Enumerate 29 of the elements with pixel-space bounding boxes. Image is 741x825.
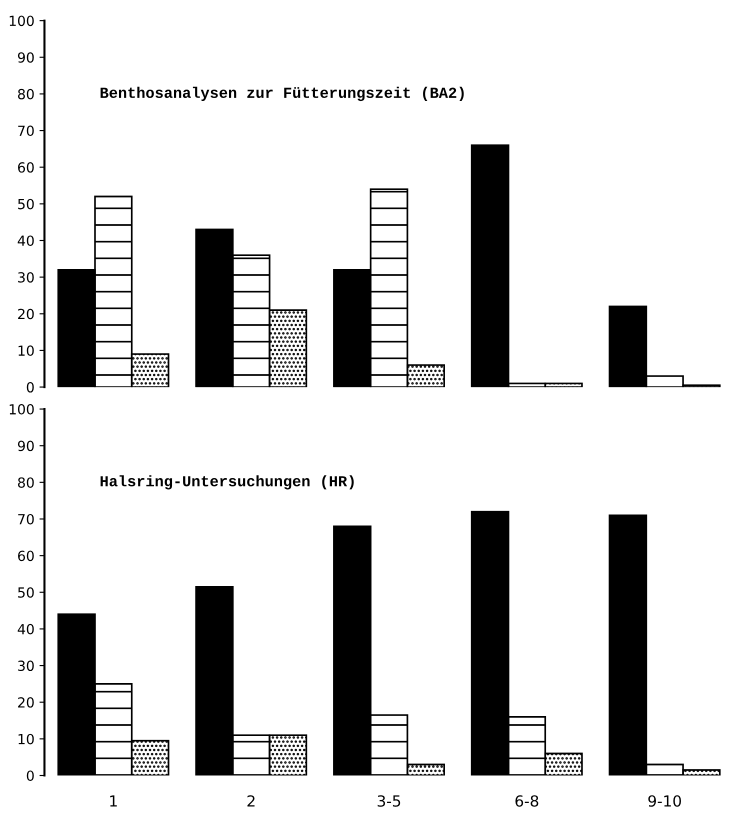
x-tick-label: 3-5 [378,795,400,807]
y-tick-label: 20 [18,697,34,708]
y-tick-label: 100 [10,404,34,415]
y-tick-label: 90 [18,440,34,452]
y-tick-label: 40 [18,624,34,634]
y-tick-label: 10 [18,345,34,356]
y-tick-label: 60 [18,162,34,173]
y-tick-label: 80 [18,477,34,488]
y-tick-label: 100 [10,16,34,26]
y-tick-label: 0 [26,382,34,393]
y-tick-label: 30 [18,272,34,283]
text: Halsring-Untersuchungen (HR) [100,475,354,490]
y-tick-label: 90 [18,52,34,63]
y-tick-label: 50 [18,198,34,210]
y-tick-label: 60 [18,550,34,562]
y-tick-label: 50 [18,587,34,598]
x-tick-label: 2 [247,795,255,807]
y-tick-label: 70 [18,126,34,136]
y-tick-label: 40 [18,235,34,246]
x-tick-label: 9-10 [648,795,681,807]
x-tick-label: 1 [110,795,117,807]
y-tick-label: 70 [18,514,34,524]
text: Benthosanalysen zur Fütterungszeit (BA2) [100,86,464,102]
y-tick-label: 0 [26,770,34,781]
x-tick-label: 6-8 [515,795,538,807]
y-tick-label: 30 [18,660,34,672]
y-tick-label: 10 [18,734,34,744]
y-tick-label: 80 [18,88,34,100]
y-tick-label: 20 [18,308,34,320]
